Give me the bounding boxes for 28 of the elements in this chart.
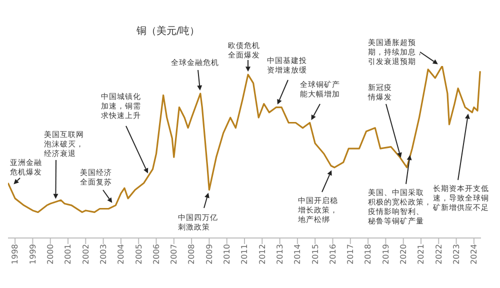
x-tick-label: 2011: [240, 244, 250, 264]
x-tick-label: 2022: [434, 244, 444, 264]
x-tick-label: 2008: [187, 244, 196, 264]
x-tick-label: 2024: [470, 244, 479, 264]
x-tick-label: 2004: [116, 244, 126, 264]
x-tick-label: 2017: [346, 244, 356, 264]
x-tick-label: 2018: [364, 244, 373, 264]
x-tick-label: 2020: [399, 244, 408, 264]
x-tick-label: 2003: [98, 244, 108, 264]
x-tick-label: 2014: [293, 244, 302, 264]
chart-title: 铜（美元/吨）: [135, 25, 200, 37]
x-tick-label: 2023: [452, 244, 461, 264]
x-tick-label: 2010: [222, 244, 232, 264]
x-tick-label: 2009: [204, 244, 214, 264]
x-tick-label: 2002: [81, 244, 90, 264]
x-tick-label: 2012: [258, 244, 267, 264]
x-tick-label: 2015: [310, 244, 320, 264]
x-tick-label: 2005: [134, 244, 144, 264]
x-tick-label: 2001: [64, 244, 73, 264]
x-tick-label: 2000: [46, 244, 56, 264]
x-tick-label: 2007: [170, 244, 179, 264]
x-tick-label: 1999: [28, 244, 38, 264]
x-tick-label: 1998: [10, 244, 20, 264]
x-tick-label: 2019: [381, 244, 390, 264]
x-tick-label: 2013: [275, 244, 284, 264]
x-tick-label: 2016: [328, 244, 338, 264]
x-tick-label: 2006: [152, 244, 161, 264]
x-tick-label: 2021: [416, 244, 426, 264]
